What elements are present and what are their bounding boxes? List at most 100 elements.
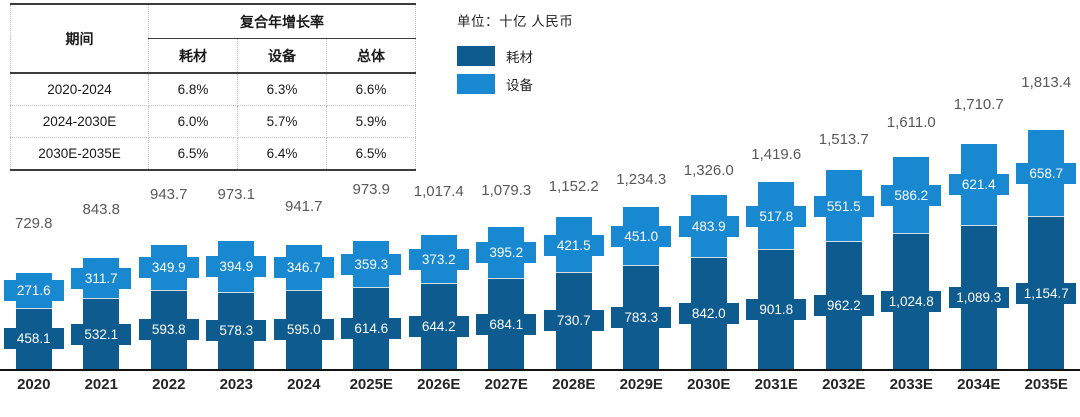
- value-label-equipment: 483.9: [678, 215, 739, 237]
- table-cell-value-0: 6.5%: [148, 137, 238, 170]
- value-label-consumables: 730.7: [543, 310, 604, 332]
- bar-group-2027E: 684.1 395.2 1,079.3 2027E: [473, 0, 541, 417]
- x-tick-label: 2033E: [889, 376, 933, 393]
- bar-group-2024: 595.0 346.7 941.7 2024: [270, 0, 338, 417]
- x-tick-label: 2027E: [484, 376, 528, 393]
- table-header-cagr: 复合年增长率: [148, 4, 416, 39]
- value-label-consumables: 842.0: [678, 303, 739, 325]
- bar-group-2023: 578.3 394.9 973.1 2023: [203, 0, 271, 417]
- value-label-consumables: 783.3: [611, 306, 672, 328]
- x-tick-label: 2023: [219, 376, 253, 393]
- value-label-equipment: 373.2: [408, 249, 469, 271]
- legend-item-label: 耗材: [506, 50, 533, 65]
- bar-group-2035E: 1,154.7 658.7 1,813.4 2035E: [1013, 0, 1080, 417]
- x-tick-label: 2030E: [687, 376, 731, 393]
- bar-group-2032E: 962.2 551.5 1,513.7 2032E: [810, 0, 878, 417]
- x-tick-label: 2035E: [1024, 376, 1068, 393]
- total-label: 1,419.6: [751, 146, 802, 164]
- table-cell-value-2: 6.6%: [326, 73, 416, 106]
- value-label-consumables: 595.0: [273, 319, 334, 341]
- table-cell-value-0: 6.0%: [148, 105, 238, 138]
- bar-group-2021: 532.1 311.7 843.8 2021: [68, 0, 136, 417]
- value-label-consumables: 644.2: [408, 316, 469, 338]
- total-label: 943.7: [149, 185, 188, 203]
- table-cell-value-2: 5.9%: [326, 105, 416, 138]
- bar-group-2034E: 1,089.3 621.4 1,710.7 2034E: [945, 0, 1013, 417]
- x-tick-label: 2024: [287, 376, 321, 393]
- table-header-period: 期间: [10, 4, 149, 73]
- x-tick-label: 2026E: [417, 376, 461, 393]
- table-subheader-2: 总体: [357, 47, 385, 64]
- total-label: 729.8: [14, 214, 53, 232]
- table-cell-value-1: 6.3%: [237, 73, 327, 106]
- legend-item-equipment: 设备: [457, 74, 573, 94]
- x-tick-label: 2022: [152, 376, 186, 393]
- table-cell-period: 2024-2030E: [10, 105, 149, 138]
- total-label: 1,152.2: [548, 178, 599, 196]
- bar-group-2030E: 842.0 483.9 1,326.0 2030E: [675, 0, 743, 417]
- unit-label: 单位：十亿 人民币: [457, 14, 574, 29]
- bar-group-2020: 458.1 271.6 729.8 2020: [0, 0, 68, 417]
- cagr-table-body: 2020-2024 6.8% 6.3% 6.6% 2024-2030E 6.0% 5.7% 5…: [10, 73, 416, 170]
- total-label: 1,710.7: [953, 95, 1004, 113]
- bar-group-2033E: 1,024.8 586.2 1,611.0 2033E: [878, 0, 946, 417]
- value-label-equipment: 586.2: [881, 185, 942, 207]
- value-label-consumables: 532.1: [71, 323, 132, 345]
- total-label: 1,326.0: [683, 161, 734, 179]
- table-cell-value-2: 6.5%: [355, 146, 387, 161]
- legend-swatch-icon: [457, 74, 495, 94]
- value-label-consumables: 901.8: [746, 299, 807, 321]
- legend-swatch-icon: [457, 46, 495, 66]
- value-label-equipment: 421.5: [543, 234, 604, 256]
- value-label-equipment: 359.3: [341, 253, 402, 275]
- x-axis-line: [0, 369, 1080, 371]
- x-tick-label: 2029E: [619, 376, 663, 393]
- x-tick-label: 2028E: [552, 376, 596, 393]
- value-label-consumables: 1,089.3: [948, 286, 1009, 308]
- table-row: 2030E-2035E 6.5% 6.4% 6.5%: [10, 137, 416, 170]
- table-cell-period: 2020-2024: [10, 73, 149, 106]
- value-label-equipment: 551.5: [813, 195, 874, 217]
- total-label: 1,234.3: [616, 170, 667, 188]
- x-tick-label: 2032E: [822, 376, 866, 393]
- total-label: 1,513.7: [818, 130, 869, 148]
- x-tick-label: 2020: [17, 376, 51, 393]
- total-label: 1,079.3: [481, 181, 532, 199]
- total-label: 1,611.0: [886, 114, 936, 131]
- value-label-equipment: 517.8: [746, 205, 807, 227]
- bar-group-2028E: 730.7 421.5 1,152.2 2028E: [540, 0, 608, 417]
- cagr-table-head: 期间 复合年增长率 耗材 设备 总体: [10, 4, 416, 73]
- value-label-equipment: 621.4: [948, 174, 1009, 196]
- legend-item-label: 设备: [506, 78, 533, 93]
- bar-group-2025E: 614.6 359.3 973.9 2025E: [338, 0, 406, 417]
- value-label-equipment: 346.7: [273, 257, 334, 279]
- value-label-equipment: 311.7: [71, 267, 132, 289]
- value-label-consumables: 578.3: [206, 320, 267, 342]
- x-tick-label: 2034E: [957, 376, 1001, 393]
- total-label: 973.1: [217, 185, 256, 203]
- value-label-equipment: 271.6: [3, 280, 64, 302]
- bar-group-2026E: 644.2 373.2 1,017.4 2026E: [405, 0, 473, 417]
- value-label-consumables: 593.8: [138, 319, 199, 341]
- total-label: 843.8: [82, 200, 121, 218]
- legend-item-consumables: 耗材: [457, 46, 573, 66]
- table-row: 2020-2024 6.8% 6.3% 6.6%: [10, 73, 416, 106]
- value-label-equipment: 451.0: [611, 225, 672, 247]
- table-cell-period: 2030E-2035E: [10, 137, 149, 170]
- legend: 单位：十亿 人民币 耗材设备: [457, 10, 573, 102]
- value-label-equipment: 394.9: [206, 256, 267, 278]
- bar-group-2029E: 783.3 451.0 1,234.3 2029E: [608, 0, 676, 417]
- total-label: 973.9: [352, 180, 391, 198]
- x-tick-label: 2031E: [754, 376, 798, 393]
- value-label-consumables: 614.6: [341, 318, 402, 340]
- x-tick-label: 2025E: [349, 376, 393, 393]
- value-label-consumables: 1,024.8: [881, 291, 942, 313]
- x-tick-label: 2021: [84, 376, 118, 393]
- value-label-consumables: 684.1: [476, 313, 537, 335]
- value-label-equipment: 395.2: [476, 242, 537, 264]
- total-label: 941.7: [284, 198, 323, 216]
- value-label-consumables: 1,154.7: [1016, 282, 1077, 304]
- value-label-equipment: 349.9: [138, 257, 199, 279]
